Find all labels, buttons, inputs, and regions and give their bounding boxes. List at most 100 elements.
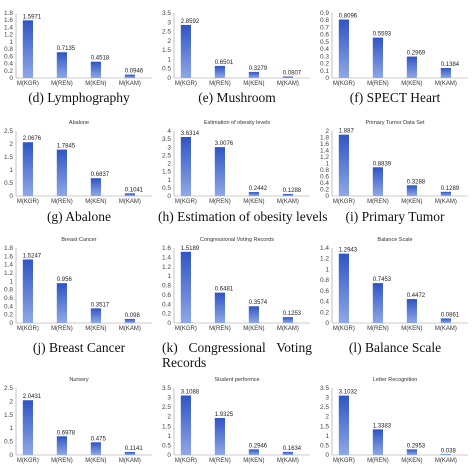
data-label: 1.5247 bbox=[23, 253, 42, 259]
y-tick-label: 0.5 bbox=[162, 442, 171, 449]
y-tick-label: 0.2 bbox=[320, 187, 329, 194]
chart-title: Nursery bbox=[69, 377, 89, 383]
y-tick-label: 0.4 bbox=[4, 303, 13, 310]
bar-chart: 00.20.40.60.811.21.41.61.8 1.5971 M(KGR) 0.… bbox=[4, 10, 152, 87]
x-tick-label: M(REN) bbox=[209, 326, 231, 332]
x-tick-label: M(KGR) bbox=[333, 458, 355, 464]
x-tick-label: M(KEN) bbox=[85, 199, 106, 205]
bar bbox=[372, 429, 383, 455]
y-tick-label: 1.5 bbox=[320, 423, 329, 430]
x-tick-label: M(REN) bbox=[51, 326, 73, 332]
data-label: 0.6837 bbox=[91, 172, 110, 178]
bar bbox=[214, 65, 225, 78]
x-tick-label: M(REN) bbox=[209, 458, 231, 464]
y-tick-label: 3.5 bbox=[162, 136, 171, 143]
bar bbox=[248, 306, 259, 323]
data-label: 0.8839 bbox=[373, 161, 392, 167]
bar bbox=[248, 449, 259, 455]
y-tick-label: 0.6 bbox=[4, 295, 13, 302]
chart-title: Letter Recognition bbox=[373, 377, 418, 383]
bar bbox=[338, 134, 349, 196]
x-tick-label: M(KEN) bbox=[401, 458, 422, 464]
y-tick-label: 3 bbox=[167, 144, 171, 151]
data-label: 3.1032 bbox=[339, 390, 358, 396]
y-tick-label: 0.5 bbox=[4, 180, 13, 187]
data-label: 0.1041 bbox=[125, 187, 144, 193]
y-tick-label: 0 bbox=[9, 75, 13, 82]
data-label: 0.956 bbox=[57, 277, 73, 283]
y-tick-label: 1.2 bbox=[162, 264, 171, 271]
data-label: 0.098 bbox=[125, 313, 141, 319]
y-tick-label: 0 bbox=[325, 75, 329, 82]
bar bbox=[406, 185, 417, 196]
y-tick-label: 3.5 bbox=[162, 10, 171, 17]
y-tick-label: 2.5 bbox=[320, 404, 329, 411]
data-label: 2.0431 bbox=[23, 394, 42, 400]
bar bbox=[440, 191, 451, 196]
data-label: 0.0807 bbox=[283, 71, 302, 77]
y-tick-label: 0.4 bbox=[162, 301, 171, 308]
y-tick-label: 1.6 bbox=[162, 245, 171, 252]
y-tick-label: 1 bbox=[167, 273, 171, 280]
bar bbox=[440, 68, 451, 78]
bar bbox=[248, 71, 259, 78]
y-tick-label: 2.5 bbox=[162, 152, 171, 159]
data-label: 3.0076 bbox=[215, 141, 234, 147]
bar bbox=[282, 193, 293, 196]
y-tick-label: 1.2 bbox=[320, 154, 329, 161]
data-label: 0.3574 bbox=[249, 300, 268, 306]
x-tick-label: M(KEN) bbox=[85, 458, 106, 464]
x-tick-label: M(KEN) bbox=[85, 326, 106, 332]
chart-title: Breast Cancer bbox=[61, 237, 96, 243]
panel-caption: (e) Mushroom bbox=[198, 90, 276, 105]
panel-caption: (j) Breast Cancer bbox=[32, 340, 126, 355]
y-tick-label: 2 bbox=[325, 128, 329, 135]
chart-title: Estimation of obesity levels bbox=[204, 120, 271, 126]
x-tick-label: M(KEN) bbox=[401, 81, 422, 87]
data-label: 0.5593 bbox=[373, 32, 392, 38]
bar bbox=[22, 142, 33, 196]
bar bbox=[22, 259, 33, 323]
data-label: 0.1634 bbox=[283, 446, 302, 452]
y-tick-label: 0.4 bbox=[320, 180, 329, 187]
data-label: 0.3288 bbox=[407, 179, 426, 185]
data-label: 0.475 bbox=[91, 436, 107, 442]
bar-chart: Student performce 0 0.5 1 1.5 2 2.5 3 3.5 3.1088 M… bbox=[162, 377, 310, 464]
y-tick-label: 1 bbox=[325, 433, 329, 440]
bar-chart: Estimation of obesity levels 00.511.52 2.5… bbox=[162, 120, 310, 205]
chart-title: Congressional Voting Records bbox=[200, 237, 274, 243]
y-tick-label: 2 bbox=[9, 141, 13, 148]
x-tick-label: M(REN) bbox=[367, 199, 389, 205]
y-tick-label: 2.5 bbox=[4, 128, 13, 135]
data-label: 0.6978 bbox=[57, 430, 76, 436]
bar-chart: Balance Scale 0 0.2 0.4 0.6 0.8 1 1.2 1.4 1.2943 M… bbox=[320, 237, 468, 332]
x-tick-label: M(REN) bbox=[367, 326, 389, 332]
y-tick-label: 0.8 bbox=[320, 17, 329, 24]
bar-chart: 0 0.5 1 1.5 2 2.5 3 3.5 2.8592 M(KGR) 0.6501 M(REN)… bbox=[162, 10, 310, 87]
data-label: 0.3279 bbox=[249, 66, 268, 72]
bar-chart: Letter Recognition 0 0.5 1 1.5 2 2.5 3 3.5 3.1032… bbox=[320, 377, 468, 464]
y-tick-label: 0.6 bbox=[162, 292, 171, 299]
data-label: 0.2969 bbox=[407, 51, 426, 57]
y-tick-label: 0.4 bbox=[4, 61, 13, 68]
bar bbox=[180, 251, 191, 323]
y-tick-label: 1.2 bbox=[4, 32, 13, 39]
x-tick-label: M(KGR) bbox=[175, 458, 197, 464]
panel-caption: (h) Estimation of obesity levels bbox=[158, 209, 328, 224]
x-tick-label: M(KGR) bbox=[17, 458, 39, 464]
y-tick-label: 4 bbox=[167, 128, 171, 135]
y-tick-label: 1.8 bbox=[4, 10, 13, 17]
bar-chart: 00.10.20.30.40.50.60.70.80.9 0.8096 M(KGR)… bbox=[320, 10, 468, 87]
x-tick-label: M(KAM) bbox=[119, 199, 141, 205]
y-tick-label: 0 bbox=[9, 452, 13, 459]
y-tick-label: 2 bbox=[167, 414, 171, 421]
data-label: 0.4472 bbox=[407, 293, 426, 299]
y-tick-label: 0.3 bbox=[320, 53, 329, 60]
data-label: 0.0946 bbox=[125, 69, 144, 75]
y-tick-label: 0.5 bbox=[4, 439, 13, 446]
y-tick-label: 1.4 bbox=[4, 24, 13, 31]
panel-caption: (g) Abalone bbox=[46, 209, 112, 224]
y-tick-label: 1 bbox=[9, 39, 13, 46]
y-tick-label: 0 bbox=[325, 452, 329, 459]
x-tick-label: M(KAM) bbox=[277, 81, 299, 87]
